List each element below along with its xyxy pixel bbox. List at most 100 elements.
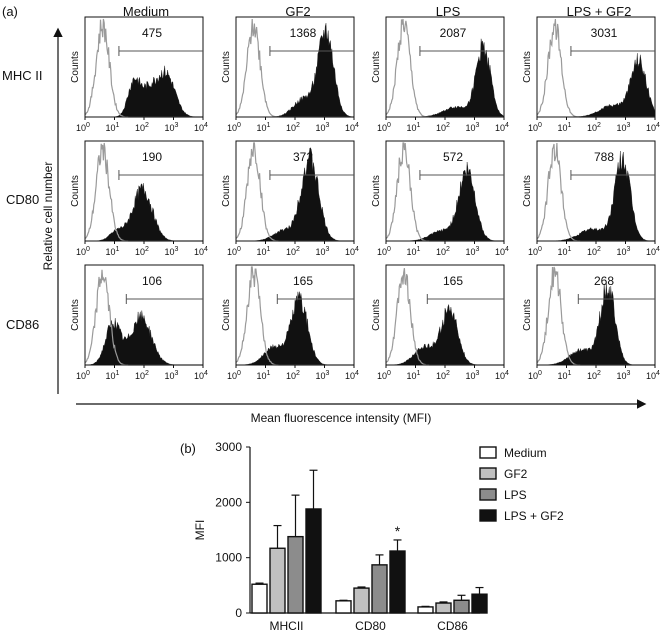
bar-y-tick-label-1: 1000 <box>215 551 242 565</box>
x-tick-label-mhc-ii-lps-gf2-3: 103 <box>617 122 631 133</box>
bar-cd86-medium <box>417 606 434 614</box>
counts-label-cd80-lps: Counts <box>371 175 382 207</box>
counts-label-cd86-gf2: Counts <box>221 299 232 331</box>
x-tick-label-mhc-ii-gf2-4: 104 <box>345 122 359 133</box>
x-tick-label-mhc-ii-lps-1: 101 <box>407 122 421 133</box>
significance-marker-cd80: * <box>395 523 401 539</box>
bar-cd86-lps <box>453 599 470 614</box>
mfi-value-cd80-medium: 190 <box>142 150 162 164</box>
x-tick-label-cd80-gf2-0: 100 <box>227 246 241 257</box>
histogram-panel-cd80-lps: 572 Counts 100 101 102 103 104 <box>371 140 509 257</box>
stained-histogram-cd80-medium <box>85 183 203 242</box>
histogram-grid: 475 Counts 100 101 102 103 104 1368 Counts 100 101… <box>70 16 660 381</box>
x-tick-label-cd86-lps-1: 101 <box>407 370 421 381</box>
x-tick-label-cd80-medium-1: 101 <box>106 246 120 257</box>
x-tick-label-cd80-lps-2: 102 <box>436 246 450 257</box>
stained-histogram-mhc-ii-medium <box>85 65 203 118</box>
x-tick-label-cd86-medium-0: 100 <box>76 370 90 381</box>
histogram-panel-mhc-ii-lps: 2087 Counts 100 101 102 103 104 <box>371 16 509 133</box>
row-label-cd80: CD80 <box>6 192 39 207</box>
legend-swatch-gf2 <box>479 467 497 480</box>
bar-cd86-gf2 <box>435 602 452 614</box>
x-tick-label-cd80-lps-gf2-3: 103 <box>617 246 631 257</box>
stained-histogram-cd86-lps <box>386 304 504 366</box>
x-tick-label-cd80-medium-3: 103 <box>165 246 179 257</box>
x-tick-label-mhc-ii-lps-3: 103 <box>466 122 480 133</box>
bar-cd80-gf2 <box>353 587 370 614</box>
x-tick-label-cd80-lps-3: 103 <box>466 246 480 257</box>
mfi-value-mhc-ii-gf2: 1368 <box>290 26 317 40</box>
counts-label-cd80-gf2: Counts <box>221 175 232 207</box>
legend-label-lps: LPS <box>504 488 527 502</box>
x-tick-label-mhc-ii-gf2-2: 102 <box>286 122 300 133</box>
counts-label-cd86-medium: Counts <box>70 299 81 331</box>
row-label-cd86: CD86 <box>6 317 39 332</box>
bar-category-label-mhcii: MHCII <box>270 619 304 632</box>
stained-histogram-cd86-gf2 <box>236 291 354 366</box>
histogram-panel-cd80-medium: 190 Counts 100 101 102 103 104 <box>70 140 208 257</box>
bar-y-axis-label: MFI <box>193 520 207 541</box>
x-tick-label-mhc-ii-lps-0: 100 <box>377 122 391 133</box>
histogram-panel-mhc-ii-lps-gf2: 3031 Counts 100 101 102 103 104 <box>522 16 660 133</box>
x-tick-label-mhc-ii-gf2-3: 103 <box>316 122 330 133</box>
stained-histogram-mhc-ii-lps-gf2 <box>537 53 656 118</box>
x-tick-label-mhc-ii-medium-1: 101 <box>106 122 120 133</box>
x-tick-label-mhc-ii-lps-gf2-2: 102 <box>587 122 601 133</box>
x-tick-label-cd86-medium-4: 104 <box>194 370 208 381</box>
mfi-value-mhc-ii-lps-gf2: 3031 <box>591 26 618 40</box>
mfi-value-cd80-lps-gf2: 788 <box>594 150 614 164</box>
legend-label-gf2: GF2 <box>504 467 528 481</box>
x-tick-label-cd86-gf2-4: 104 <box>345 370 359 381</box>
bar-cd80-medium <box>335 600 352 614</box>
y-axis-title: Relative cell number <box>41 162 55 271</box>
x-tick-label-mhc-ii-medium-4: 104 <box>194 122 208 133</box>
mfi-value-mhc-ii-lps: 2087 <box>440 26 467 40</box>
counts-label-cd80-medium: Counts <box>70 175 81 207</box>
x-tick-label-cd86-lps-gf2-3: 103 <box>617 370 631 381</box>
x-tick-label-cd86-gf2-2: 102 <box>286 370 300 381</box>
counts-label-cd86-lps-gf2: Counts <box>522 299 533 331</box>
x-tick-label-mhc-ii-lps-2: 102 <box>436 122 450 133</box>
bar-category-label-cd80: CD80 <box>355 619 386 632</box>
column-header-medium: Medium <box>123 4 169 19</box>
histogram-panel-cd86-gf2: 165 Counts 100 101 102 103 104 <box>221 264 359 381</box>
counts-label-mhc-ii-gf2: Counts <box>221 51 232 83</box>
mfi-value-mhc-ii-medium: 475 <box>142 26 162 40</box>
panel-a-label: (a) <box>2 4 18 19</box>
stained-histogram-cd80-lps-gf2 <box>537 150 655 242</box>
stained-histogram-cd86-lps-gf2 <box>537 281 655 366</box>
mfi-value-cd80-gf2: 372 <box>293 150 313 164</box>
x-tick-label-cd80-gf2-3: 103 <box>316 246 330 257</box>
bar-mhcii-lps <box>287 535 304 614</box>
column-header-lps-gf2: LPS + GF2 <box>567 4 632 19</box>
x-tick-label-mhc-ii-gf2-1: 101 <box>257 122 271 133</box>
stained-histogram-cd86-medium <box>85 310 203 366</box>
x-tick-label-cd80-gf2-1: 101 <box>257 246 271 257</box>
x-tick-label-cd80-lps-gf2-2: 102 <box>587 246 601 257</box>
x-axis-title: Mean fluorescence intensity (MFI) <box>251 411 432 425</box>
bar-cd80-lps-gf2 <box>389 550 406 614</box>
histogram-panel-cd80-gf2: 372 Counts 100 101 102 103 104 <box>221 140 359 257</box>
column-header-gf2: GF2 <box>285 4 310 19</box>
histogram-panel-mhc-ii-medium: 475 Counts 100 101 102 103 104 <box>70 16 208 133</box>
bar-mhcii-lps-gf2 <box>305 508 322 614</box>
column-header-lps: LPS <box>436 4 461 19</box>
x-tick-label-cd86-gf2-1: 101 <box>257 370 271 381</box>
histogram-panel-cd80-lps-gf2: 788 Counts 100 101 102 103 104 <box>522 140 660 257</box>
x-tick-label-cd80-lps-gf2-4: 104 <box>646 246 660 257</box>
x-tick-label-cd86-medium-2: 102 <box>135 370 149 381</box>
counts-label-cd86-lps: Counts <box>371 299 382 331</box>
x-tick-label-cd86-lps-0: 100 <box>377 370 391 381</box>
histogram-panel-cd86-medium: 106 Counts 100 101 102 103 104 <box>70 264 208 381</box>
x-tick-label-mhc-ii-medium-2: 102 <box>135 122 149 133</box>
x-tick-label-cd80-gf2-4: 104 <box>345 246 359 257</box>
legend-label-medium: Medium <box>504 446 547 460</box>
panel-b-label: (b) <box>180 441 196 456</box>
x-tick-label-cd86-gf2-0: 100 <box>227 370 241 381</box>
counts-label-mhc-ii-lps: Counts <box>371 51 382 83</box>
x-tick-label-cd86-lps-3: 103 <box>466 370 480 381</box>
x-tick-label-mhc-ii-lps-gf2-0: 100 <box>528 122 542 133</box>
x-tick-label-cd86-lps-2: 102 <box>436 370 450 381</box>
mfi-value-cd80-lps: 572 <box>443 150 463 164</box>
